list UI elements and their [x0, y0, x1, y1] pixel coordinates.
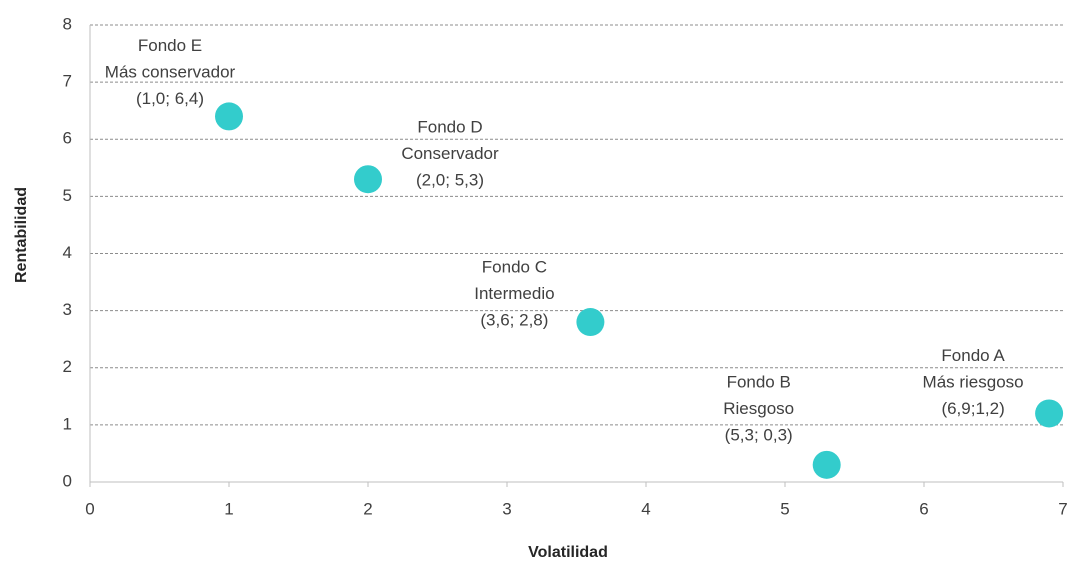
y-tick-label: 0 [63, 471, 72, 490]
y-tick-label: 2 [63, 357, 72, 376]
point-label: Fondo B [727, 372, 791, 391]
point [215, 102, 243, 131]
point-label: (1,0; 6,4) [136, 89, 204, 108]
y-tick-label: 8 [63, 14, 72, 33]
y-tick-label: 6 [63, 129, 72, 148]
x-tick-label: 2 [363, 499, 372, 518]
point [354, 165, 382, 194]
x-tick-label: 0 [85, 499, 94, 518]
y-axis-title: Rentabilidad [13, 187, 30, 283]
point-label: Fondo E [138, 36, 202, 55]
point [576, 308, 605, 337]
y-tick-label: 5 [63, 186, 72, 205]
point-label: Fondo A [941, 346, 1005, 365]
x-tick-label: 4 [641, 499, 650, 518]
point-label: Riesgoso [723, 399, 794, 418]
point-label: (3,6; 2,8) [480, 311, 548, 330]
x-tick-label: 1 [224, 499, 233, 518]
point [812, 450, 841, 479]
point-label: Conservador [401, 144, 499, 163]
x-axis-title: Volatilidad [528, 544, 608, 561]
point-label: Más riesgoso [923, 372, 1024, 391]
point-label: (2,0; 5,3) [416, 171, 484, 190]
point-label: Fondo D [417, 118, 482, 137]
y-tick-label: 4 [63, 243, 72, 262]
point-label: (5,3; 0,3) [725, 425, 793, 444]
y-tick-label: 1 [63, 414, 72, 433]
point-label: Intermedio [474, 284, 554, 303]
x-tick-label: 5 [780, 499, 789, 518]
point-label: Fondo C [482, 258, 547, 277]
y-tick-label: 3 [63, 300, 72, 319]
point-label: (6,9;1,2) [941, 399, 1004, 418]
point [1035, 399, 1064, 428]
y-tick-label: 7 [63, 72, 72, 91]
x-tick-label: 6 [919, 499, 928, 518]
x-tick-label: 7 [1058, 499, 1067, 518]
x-tick-label: 3 [502, 499, 511, 518]
point-label: Más conservador [105, 62, 236, 81]
